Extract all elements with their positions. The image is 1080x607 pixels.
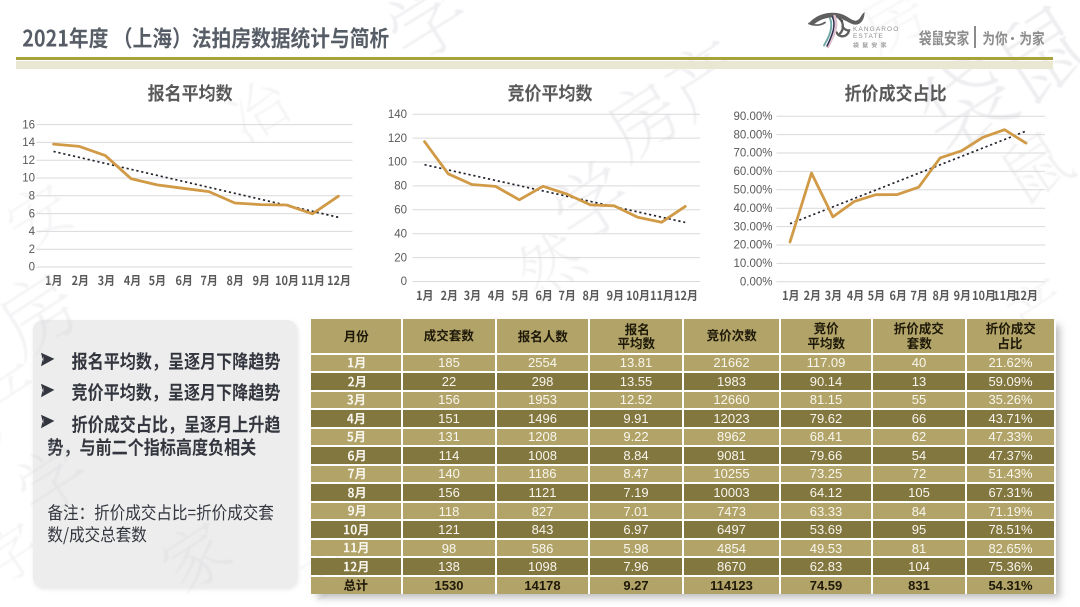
- svg-text:40.00%: 40.00%: [733, 203, 772, 215]
- svg-text:0.00%: 0.00%: [740, 277, 773, 289]
- svg-text:120: 120: [388, 133, 407, 145]
- svg-text:0: 0: [401, 276, 407, 288]
- svg-text:60.00%: 60.00%: [733, 166, 772, 178]
- svg-text:20.00%: 20.00%: [733, 240, 772, 252]
- svg-text:10.00%: 10.00%: [733, 258, 772, 270]
- svg-text:50.00%: 50.00%: [733, 185, 772, 197]
- svg-text:16: 16: [22, 119, 35, 131]
- svg-text:80.00%: 80.00%: [733, 129, 772, 141]
- svg-text:100: 100: [388, 157, 407, 169]
- svg-text:20: 20: [394, 252, 407, 264]
- svg-text:2: 2: [29, 244, 35, 256]
- svg-text:4: 4: [29, 226, 36, 238]
- svg-text:70.00%: 70.00%: [733, 148, 772, 160]
- svg-text:140: 140: [388, 109, 407, 121]
- svg-text:10: 10: [22, 173, 35, 185]
- svg-text:8: 8: [29, 191, 35, 203]
- svg-text:80: 80: [394, 181, 407, 193]
- svg-text:90.00%: 90.00%: [733, 111, 772, 123]
- svg-text:12: 12: [22, 155, 35, 167]
- svg-text:14: 14: [22, 137, 35, 149]
- svg-text:60: 60: [394, 205, 407, 217]
- svg-text:30.00%: 30.00%: [733, 221, 772, 233]
- svg-text:0: 0: [29, 262, 35, 274]
- svg-text:40: 40: [394, 228, 407, 240]
- svg-text:6: 6: [29, 208, 35, 220]
